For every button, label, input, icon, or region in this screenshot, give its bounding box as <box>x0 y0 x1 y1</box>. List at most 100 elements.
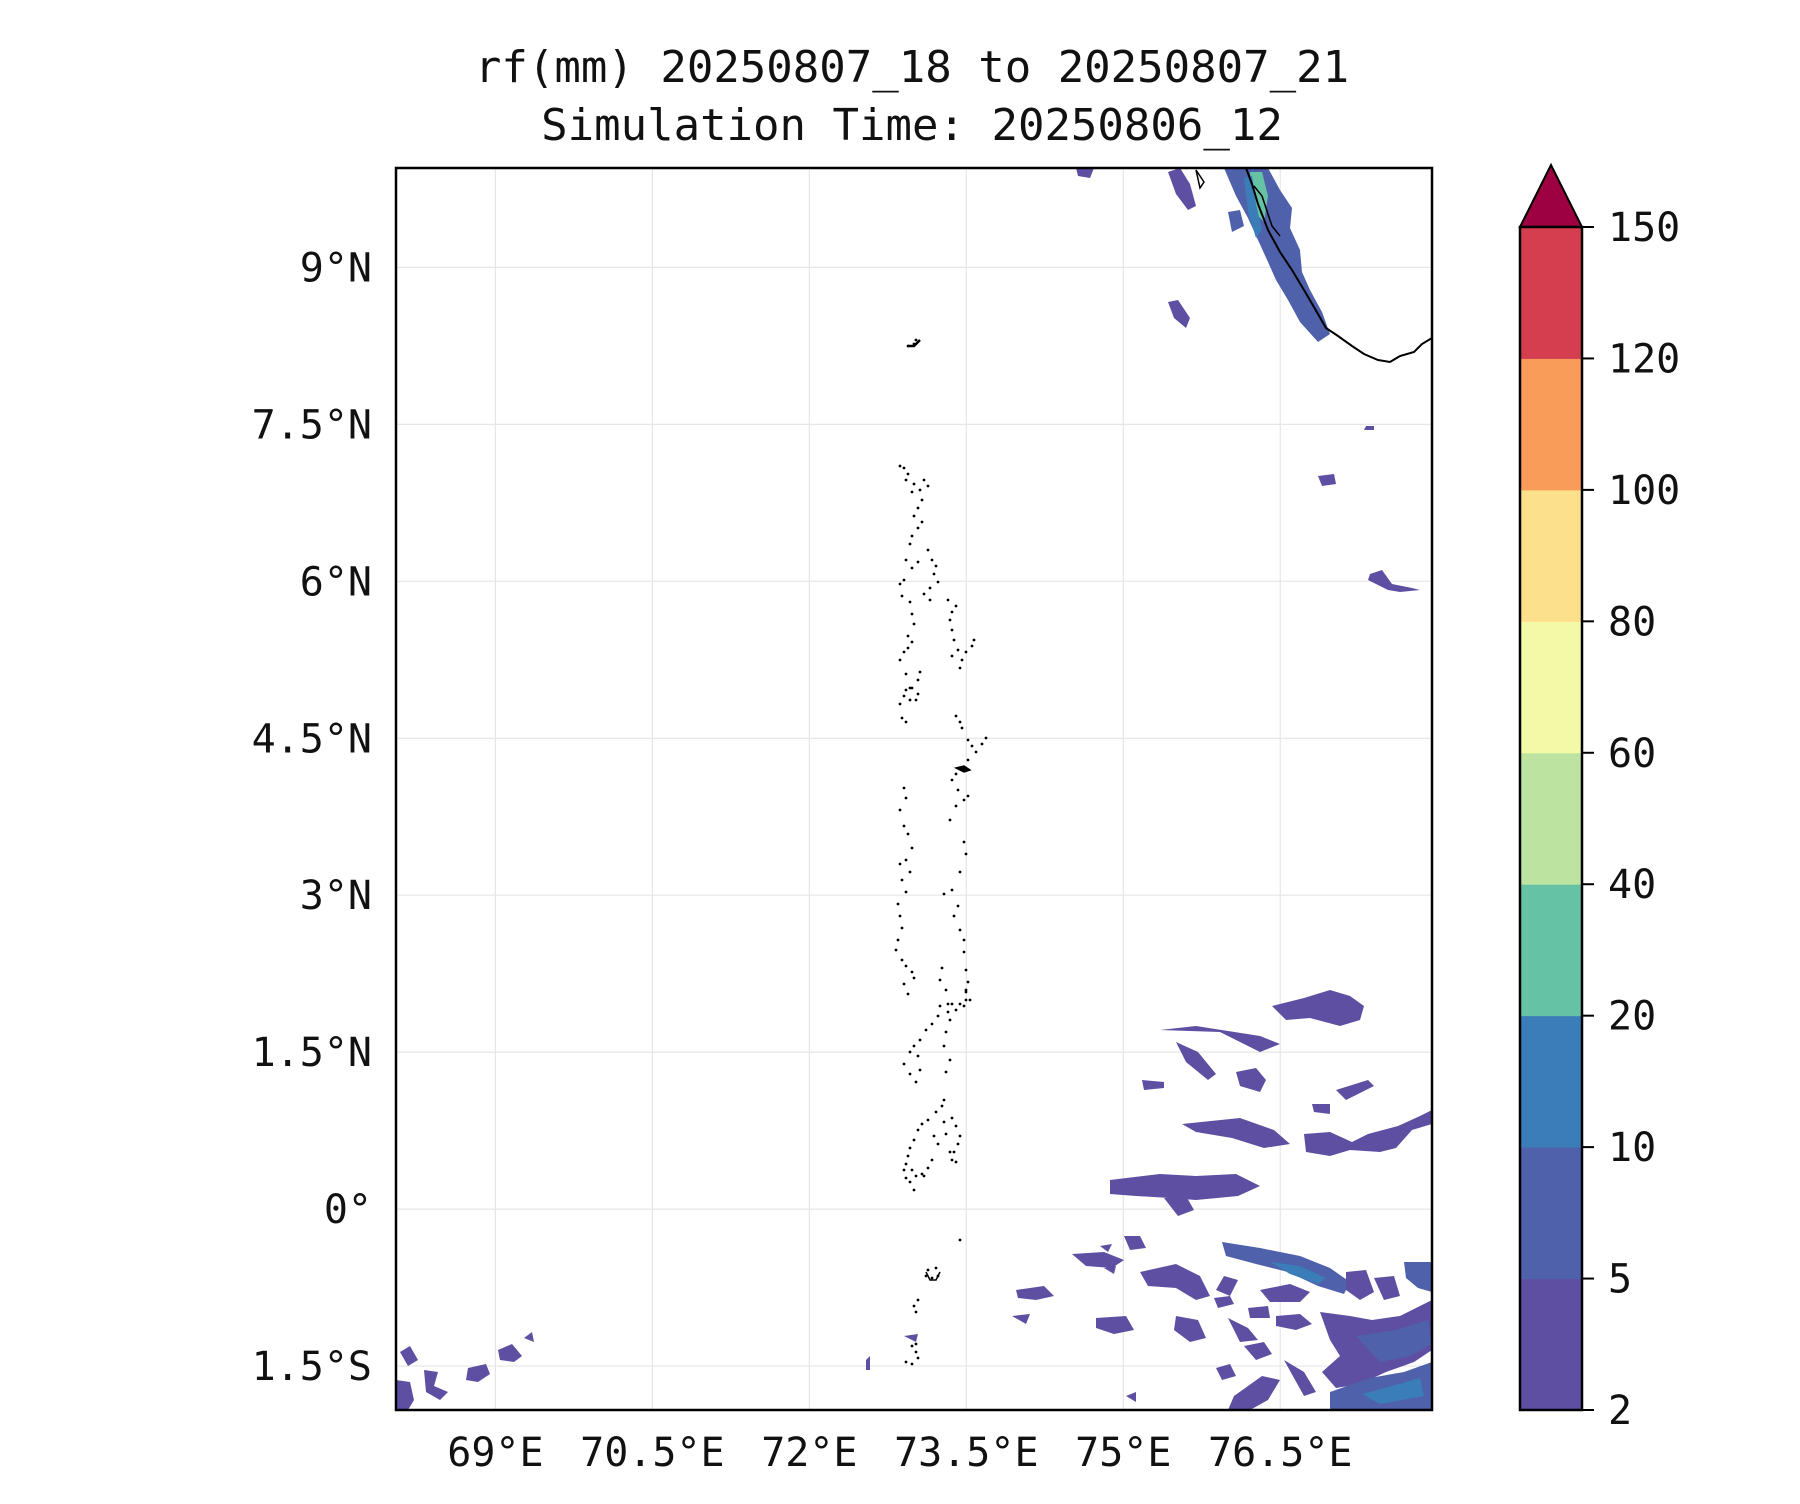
island-dot <box>948 618 952 622</box>
rain-band-south-6 <box>1142 1080 1164 1090</box>
island-dot <box>960 658 964 662</box>
island-dot <box>930 1276 934 1280</box>
rain-patch-north-1 <box>1168 168 1196 210</box>
rain-band-south-15 <box>1016 1286 1054 1300</box>
island-dot <box>910 640 914 644</box>
island-dot <box>898 862 902 866</box>
rain-patch-southwest-2 <box>400 1346 418 1366</box>
island-dot <box>894 948 898 952</box>
islands <box>894 169 1205 1366</box>
island-dot <box>934 564 938 568</box>
y-tick-label: 7.5°N <box>252 402 372 448</box>
rain-patch-southwest-4 <box>466 1364 490 1382</box>
island-dot <box>956 904 960 908</box>
island-dot <box>958 1238 962 1242</box>
island-dot <box>920 1172 924 1176</box>
island-dot <box>954 1008 958 1012</box>
colorbar-segment <box>1520 1278 1582 1411</box>
island-dot <box>942 1098 946 1102</box>
island-dot <box>904 672 908 676</box>
colorbar-tick-label: 20 <box>1608 994 1656 1040</box>
island-dot <box>930 1022 934 1026</box>
colorbar-tick-label: 40 <box>1608 862 1656 908</box>
island-dot <box>900 926 904 930</box>
island-dot <box>946 598 950 602</box>
island-dot <box>962 1004 966 1008</box>
island-dot <box>904 890 908 894</box>
island-dot <box>908 1072 912 1076</box>
island-dot <box>902 1062 906 1066</box>
y-tick-label: 9°N <box>300 245 372 291</box>
island-dot <box>898 914 902 918</box>
rain-band-south-25 <box>1404 1262 1432 1292</box>
island-dot <box>918 1038 922 1042</box>
island-dot <box>914 1174 918 1178</box>
rain-region-kerala-core <box>1250 172 1268 222</box>
rain-band-south-19 <box>1260 1284 1310 1302</box>
rain-band-south-3 <box>1176 1042 1216 1080</box>
island-dot <box>964 990 968 994</box>
colorbar-tick-label: 2 <box>1608 1388 1632 1434</box>
x-tick-label: 76.5°E <box>1208 1430 1353 1476</box>
island-dot <box>910 1168 914 1172</box>
island-dot <box>904 1176 908 1180</box>
colorbar-tick-label: 120 <box>1608 336 1680 382</box>
island-dot <box>910 490 914 494</box>
island-dot <box>918 488 922 492</box>
rain-band-south-5 <box>1312 1104 1330 1114</box>
island-dot <box>968 998 972 1002</box>
island-dot <box>908 1146 912 1150</box>
island-dot <box>904 558 908 562</box>
island-dot <box>954 1160 958 1164</box>
island-dot <box>966 758 970 762</box>
island-dot <box>966 980 970 984</box>
island-dot <box>910 534 914 538</box>
island-dot <box>904 1360 908 1364</box>
rain-band-south-34 <box>1284 1360 1316 1396</box>
colorbar-segment <box>1520 1147 1582 1280</box>
island-dot <box>950 888 954 892</box>
island-dot <box>898 808 902 812</box>
rain-band-south-32 <box>1216 1364 1236 1380</box>
rain-patch-southwest-5 <box>498 1344 522 1362</box>
island-dot <box>964 852 968 856</box>
island-dot <box>910 566 914 570</box>
rain-band-south-1 <box>1160 1026 1280 1052</box>
island-dot <box>918 1068 922 1072</box>
rain-region-kerala-mid <box>1244 176 1262 238</box>
island-dot <box>900 958 904 962</box>
island-dot <box>950 1116 954 1120</box>
island-dot <box>942 892 946 896</box>
rain-patch-north-3 <box>1228 210 1244 232</box>
rain-patch-north-2 <box>1076 168 1094 178</box>
rain-region-kerala <box>1224 168 1330 342</box>
island-dot <box>928 598 932 602</box>
island-dot <box>904 720 908 724</box>
y-tick-label: 4.5°N <box>252 716 372 762</box>
island-dot <box>902 1168 906 1172</box>
island-dot <box>908 698 912 702</box>
island-dot <box>898 702 902 706</box>
island-dot <box>954 604 958 608</box>
island-dot <box>924 1274 928 1278</box>
rain-patch-east-1 <box>1318 474 1336 486</box>
island-dot <box>964 650 968 654</box>
island-dot <box>912 1188 916 1192</box>
rain-band-south-30 <box>1356 1320 1432 1362</box>
island-dot <box>912 514 916 518</box>
island-dot <box>898 582 902 586</box>
colorbar-segment <box>1520 489 1582 622</box>
rain-band-south-12 <box>1124 1236 1146 1250</box>
island-dot <box>902 982 906 986</box>
island-dot <box>936 1014 940 1018</box>
rain-band-south-38 <box>1100 1244 1112 1252</box>
island-dot <box>908 870 912 874</box>
island-dot <box>916 692 920 696</box>
colorbar-segment <box>1520 358 1582 491</box>
island-dot <box>936 580 940 584</box>
island-dot <box>912 976 916 980</box>
island-dot <box>954 1124 958 1128</box>
x-tick-label: 69°E <box>447 1430 543 1476</box>
map-frame <box>394 166 1434 1412</box>
island-dot <box>958 666 962 670</box>
